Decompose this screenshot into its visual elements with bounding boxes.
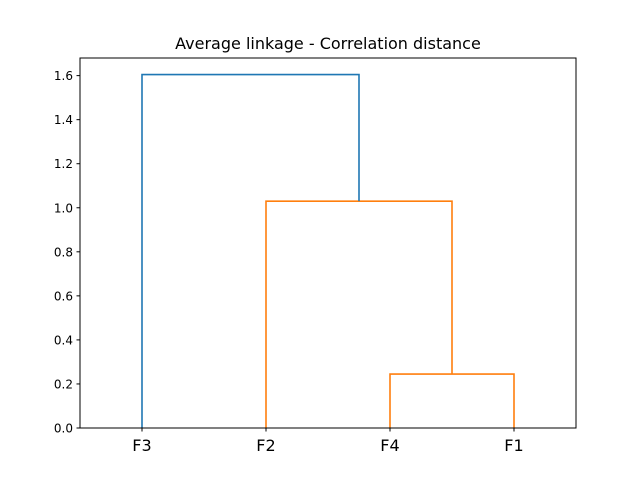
dendrogram-links [141, 73, 515, 428]
y-tick-label: 1.4 [54, 113, 73, 127]
y-tick-label: 0.6 [54, 289, 73, 303]
y-tick-label: 0.4 [54, 333, 73, 347]
y-tick-label: 1.0 [54, 201, 73, 215]
dendrogram-link [141, 73, 360, 428]
leaf-label: F3 [132, 436, 151, 455]
plot-frame [79, 57, 577, 429]
y-tick-label: 0.0 [54, 422, 73, 436]
y-tick-label: 1.2 [54, 157, 73, 171]
y-axis-ticks: 0.0 0.2 0.4 0.6 0.8 1.0 1.2 1.4 1.6 [54, 69, 80, 436]
y-tick-label: 0.2 [54, 377, 73, 391]
y-tick-label: 0.8 [54, 245, 73, 259]
leaf-label: F2 [256, 436, 275, 455]
y-tick-label: 1.6 [54, 69, 73, 83]
leaf-label: F4 [380, 436, 399, 455]
x-axis-ticks: F3 F2 F4 F1 [132, 428, 524, 455]
chart-title: Average linkage - Correlation distance [175, 34, 481, 53]
leaf-label: F1 [504, 436, 523, 455]
